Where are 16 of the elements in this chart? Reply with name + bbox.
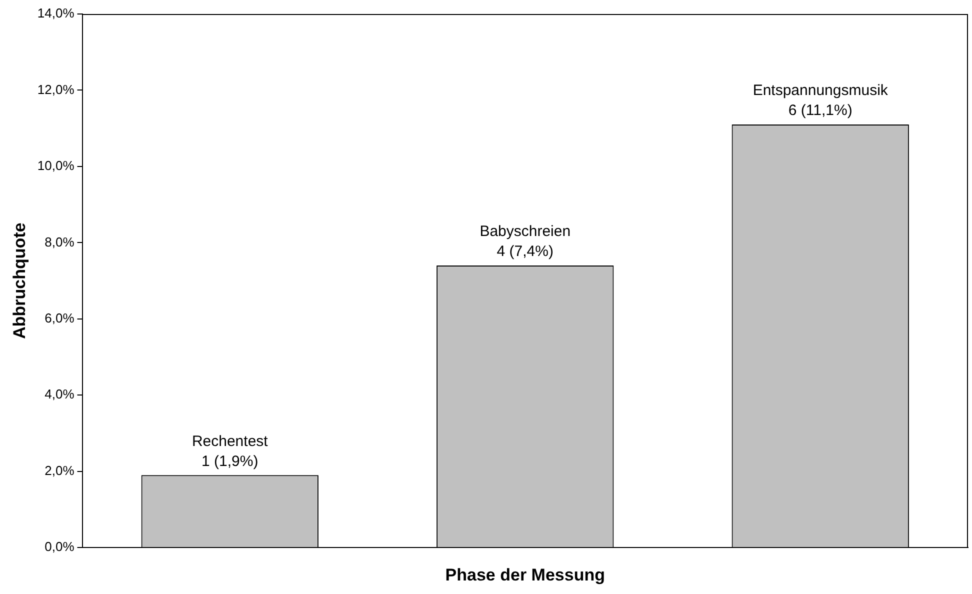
x-tick-label: Entspannungsmusik — [752, 82, 888, 100]
y-tick-label: 14,0% — [37, 6, 75, 21]
y-tick-label: 10,0% — [37, 158, 75, 174]
y-tick-label: 4,0% — [44, 386, 75, 402]
x-axis-title: Phase der Messung — [445, 565, 605, 584]
y-tick-label: 8,0% — [44, 234, 75, 250]
x-tick-label: Rechentest — [192, 432, 269, 450]
data-label: 4 (7,4%) — [496, 243, 554, 260]
x-tick-label: Babyschreien — [480, 223, 571, 240]
y-axis-title: Abbruchquote — [10, 222, 29, 339]
y-tick-label: 2,0% — [44, 462, 75, 478]
data-label: 1 (1,9%) — [202, 452, 258, 470]
y-tick-label: 0,0% — [44, 539, 75, 554]
y-tick-label: 12,0% — [37, 82, 75, 97]
data-label: 6 (11,1%) — [788, 102, 852, 120]
y-tick-label: 6,0% — [44, 310, 75, 326]
